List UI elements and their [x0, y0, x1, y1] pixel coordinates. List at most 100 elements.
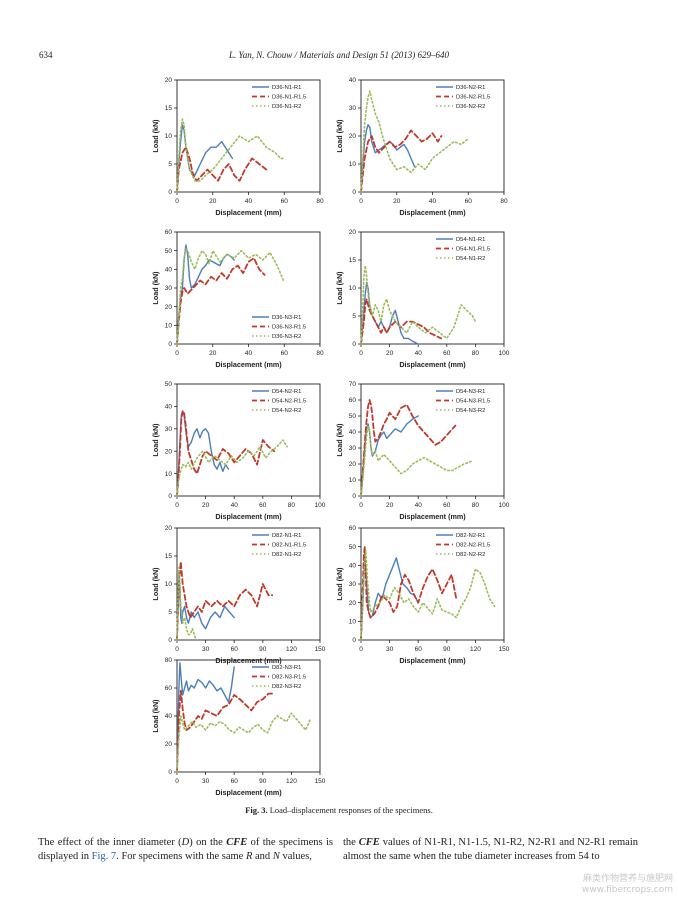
figure-caption-text: Load–displacement responses of the speci… — [267, 805, 433, 815]
x-axis-label: Displacement (mm) — [399, 208, 466, 217]
legend-label: D54-N2-R2 — [272, 408, 301, 414]
x-tick-label: 0 — [359, 198, 363, 205]
series-line-d36-n1-r1-5 — [176, 146, 268, 193]
y-axis-label: Load (kN) — [151, 699, 160, 733]
y-tick-label: 20 — [165, 525, 173, 532]
x-tick-label: 80 — [472, 502, 480, 509]
series-line-d36-n2-r1-5 — [360, 129, 443, 193]
y-tick-label: 15 — [165, 553, 173, 560]
y-tick-label: 0 — [352, 189, 356, 196]
series-line-d54-n1-r1-5 — [360, 298, 442, 345]
x-tick-label: 20 — [209, 350, 217, 357]
x-tick-label: 40 — [231, 502, 239, 509]
x-tick-label: 150 — [499, 646, 510, 653]
legend-label: D54-N3-R1 — [456, 389, 485, 395]
series-line-d54-n1-r1 — [360, 281, 419, 345]
x-tick-label: 40 — [245, 350, 253, 357]
y-axis-label: Load (kN) — [335, 567, 344, 601]
y-axis-label: Load (kN) — [151, 423, 160, 457]
y-tick-label: 0 — [352, 637, 356, 644]
series-line-d36-n2-r2 — [360, 90, 470, 193]
x-tick-label: 120 — [470, 646, 481, 653]
text-run: values of N1-R1, N1-1.5, N1-R2, N2-R1 an… — [343, 837, 639, 862]
legend-label: D54-N3-R1.5 — [456, 399, 490, 405]
x-tick-label: 80 — [500, 198, 508, 205]
x-tick-label: 150 — [315, 778, 326, 785]
legend-label: D82-N1-R1.5 — [272, 543, 306, 549]
y-tick-label: 30 — [165, 285, 173, 292]
x-axis-label: Displacement (mm) — [399, 656, 466, 665]
chart-d54-n1: 0 20 40 60 80 100 0 5 10 15 20 Displacement (mm) Loa… — [335, 229, 510, 369]
x-tick-label: 60 — [465, 198, 473, 205]
x-tick-label: 80 — [316, 198, 324, 205]
x-tick-label: 60 — [231, 646, 239, 653]
text-run: the — [343, 837, 359, 848]
x-tick-label: 40 — [429, 198, 437, 205]
x-tick-label: 0 — [175, 350, 179, 357]
y-tick-label: 60 — [165, 685, 173, 692]
series-line-d36-n3-r1 — [176, 244, 235, 345]
y-tick-label: 30 — [349, 581, 357, 588]
y-tick-label: 20 — [165, 77, 173, 84]
series-line-d54-n3-r1-5 — [360, 399, 457, 497]
y-tick-label: 30 — [165, 426, 173, 433]
legend-label: D36-N2-R1 — [456, 85, 485, 91]
series-line-d82-n2-r2 — [360, 549, 496, 641]
x-tick-label: 90 — [259, 778, 267, 785]
y-axis-label: Load (kN) — [335, 119, 344, 153]
series-line-d54-n3-r2 — [360, 424, 474, 497]
y-tick-label: 80 — [165, 657, 173, 664]
x-tick-label: 90 — [443, 646, 451, 653]
y-tick-label: 10 — [349, 161, 357, 168]
symbol-d: D — [181, 837, 190, 848]
y-tick-label: 0 — [168, 493, 172, 500]
x-tick-label: 120 — [286, 778, 297, 785]
series-line-d36-n1-r1 — [176, 124, 234, 193]
text-run: The effect of the inner diameter ( — [38, 837, 182, 848]
x-tick-label: 0 — [359, 646, 363, 653]
series-line-d82-n1-r2 — [176, 566, 197, 641]
chart-d54-n2: 0 20 40 60 80 100 0 10 20 30 40 50 Displacement (mm)… — [151, 381, 326, 521]
watermark-line: www.fibercrops.com — [582, 885, 673, 895]
chart-d82-n1: 0 30 60 90 120 150 0 5 10 15 20 Displacement (mm) Lo… — [151, 525, 326, 665]
chart-d36-n1: 0 20 40 60 80 0 5 10 15 20 Displacement (mm) Load (… — [151, 77, 324, 217]
y-tick-label: 0 — [352, 341, 356, 348]
y-tick-label: 5 — [352, 313, 356, 320]
symbol-n: N — [272, 851, 280, 862]
legend-label: D82-N3-R1.5 — [272, 675, 306, 681]
chart-d82-n3: 0 30 60 90 120 150 0 20 40 60 80 Displacement (mm) L… — [151, 657, 326, 797]
x-tick-label: 20 — [202, 502, 210, 509]
x-tick-label: 60 — [415, 646, 423, 653]
y-tick-label: 0 — [168, 189, 172, 196]
series-line-d36-n2-r1 — [360, 124, 416, 193]
series-line-d54-n3-r1 — [360, 415, 419, 497]
y-tick-label: 10 — [165, 471, 173, 478]
x-tick-label: 40 — [415, 502, 423, 509]
legend-label: D82-N2-R1.5 — [456, 543, 490, 549]
x-axis-label: Displacement (mm) — [399, 360, 466, 369]
y-tick-label: 30 — [349, 445, 357, 452]
legend-label: D82-N1-R2 — [272, 552, 301, 558]
legend-label: D82-N2-R1 — [456, 533, 485, 539]
series-line-d82-n2-r1-5 — [360, 545, 458, 641]
body-text-right: the CFE values of N1-R1, N1-1.5, N1-R2, … — [343, 836, 638, 864]
text-run: ) on the — [189, 837, 227, 848]
series-line-d54-n2-r1-5 — [176, 410, 276, 497]
figure-link[interactable]: Fig. 7 — [91, 851, 117, 862]
figure-caption: Fig. 3. Load–displacement responses of t… — [0, 805, 678, 815]
legend-label: D54-N1-R1.5 — [456, 247, 490, 253]
y-tick-label: 40 — [165, 404, 173, 411]
x-axis-label: Displacement (mm) — [215, 656, 282, 665]
y-axis-label: Load (kN) — [335, 423, 344, 457]
x-tick-label: 0 — [175, 778, 179, 785]
x-tick-label: 30 — [202, 778, 210, 785]
x-tick-label: 60 — [443, 350, 451, 357]
y-tick-label: 20 — [349, 133, 357, 140]
running-head: L. Yan, N. Chouw / Materials and Design … — [229, 50, 449, 60]
x-tick-label: 0 — [359, 350, 363, 357]
y-tick-label: 60 — [349, 525, 357, 532]
x-axis-label: Displacement (mm) — [215, 788, 282, 797]
legend-label: D54-N1-R1 — [456, 237, 485, 243]
x-tick-label: 40 — [415, 350, 423, 357]
legend-label: D54-N1-R2 — [456, 256, 485, 262]
